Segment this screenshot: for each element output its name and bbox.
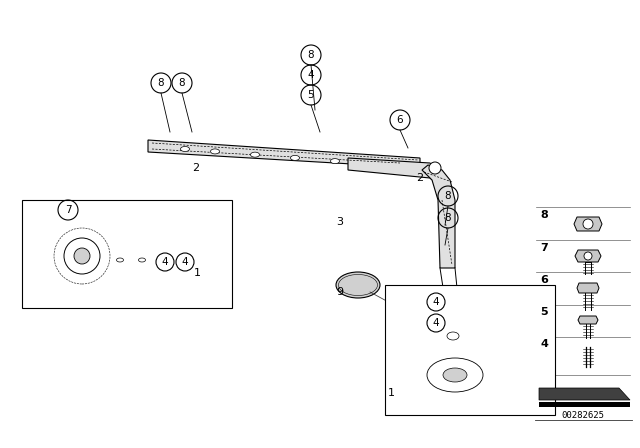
Polygon shape <box>575 250 601 262</box>
Text: 1: 1 <box>387 388 394 398</box>
Text: 2: 2 <box>193 163 200 173</box>
Text: 7: 7 <box>65 205 71 215</box>
Ellipse shape <box>291 155 300 160</box>
Ellipse shape <box>250 152 259 157</box>
Text: 4: 4 <box>433 297 439 307</box>
Polygon shape <box>577 283 599 293</box>
Ellipse shape <box>403 343 507 407</box>
Circle shape <box>429 162 441 174</box>
Polygon shape <box>348 158 440 182</box>
Text: 3: 3 <box>337 217 344 227</box>
Text: 4: 4 <box>540 339 548 349</box>
Text: 6: 6 <box>397 115 403 125</box>
Ellipse shape <box>180 146 189 151</box>
Text: 8: 8 <box>445 191 451 201</box>
Bar <box>385 285 555 415</box>
Ellipse shape <box>330 159 339 164</box>
Text: 4: 4 <box>308 70 314 80</box>
Bar <box>539 402 630 407</box>
Ellipse shape <box>211 149 220 154</box>
Polygon shape <box>422 165 455 268</box>
Polygon shape <box>88 248 165 272</box>
Ellipse shape <box>443 368 467 382</box>
Text: 7: 7 <box>540 243 548 253</box>
Ellipse shape <box>116 258 124 262</box>
Ellipse shape <box>427 358 483 392</box>
Circle shape <box>584 252 592 260</box>
Text: 4: 4 <box>162 257 168 267</box>
Text: 2: 2 <box>417 173 424 183</box>
Text: 00282625: 00282625 <box>561 410 605 419</box>
Polygon shape <box>148 140 420 168</box>
Text: 8: 8 <box>308 50 314 60</box>
Ellipse shape <box>336 272 380 298</box>
Circle shape <box>64 238 100 274</box>
Text: 9: 9 <box>337 287 344 297</box>
Ellipse shape <box>447 332 459 340</box>
Text: 8: 8 <box>157 78 164 88</box>
Text: 8: 8 <box>540 210 548 220</box>
Polygon shape <box>574 217 602 231</box>
Text: 4: 4 <box>433 318 439 328</box>
Ellipse shape <box>138 258 145 262</box>
Polygon shape <box>539 388 630 400</box>
Text: 8: 8 <box>179 78 186 88</box>
Text: 5: 5 <box>540 307 548 317</box>
Polygon shape <box>578 316 598 324</box>
Text: 8: 8 <box>445 213 451 223</box>
Polygon shape <box>438 318 468 355</box>
Circle shape <box>583 219 593 229</box>
Circle shape <box>44 218 120 294</box>
Circle shape <box>74 248 90 264</box>
Text: 4: 4 <box>182 257 188 267</box>
Text: 1: 1 <box>193 268 200 278</box>
Bar <box>22 200 232 308</box>
Text: 5: 5 <box>308 90 314 100</box>
Text: 6: 6 <box>540 275 548 285</box>
